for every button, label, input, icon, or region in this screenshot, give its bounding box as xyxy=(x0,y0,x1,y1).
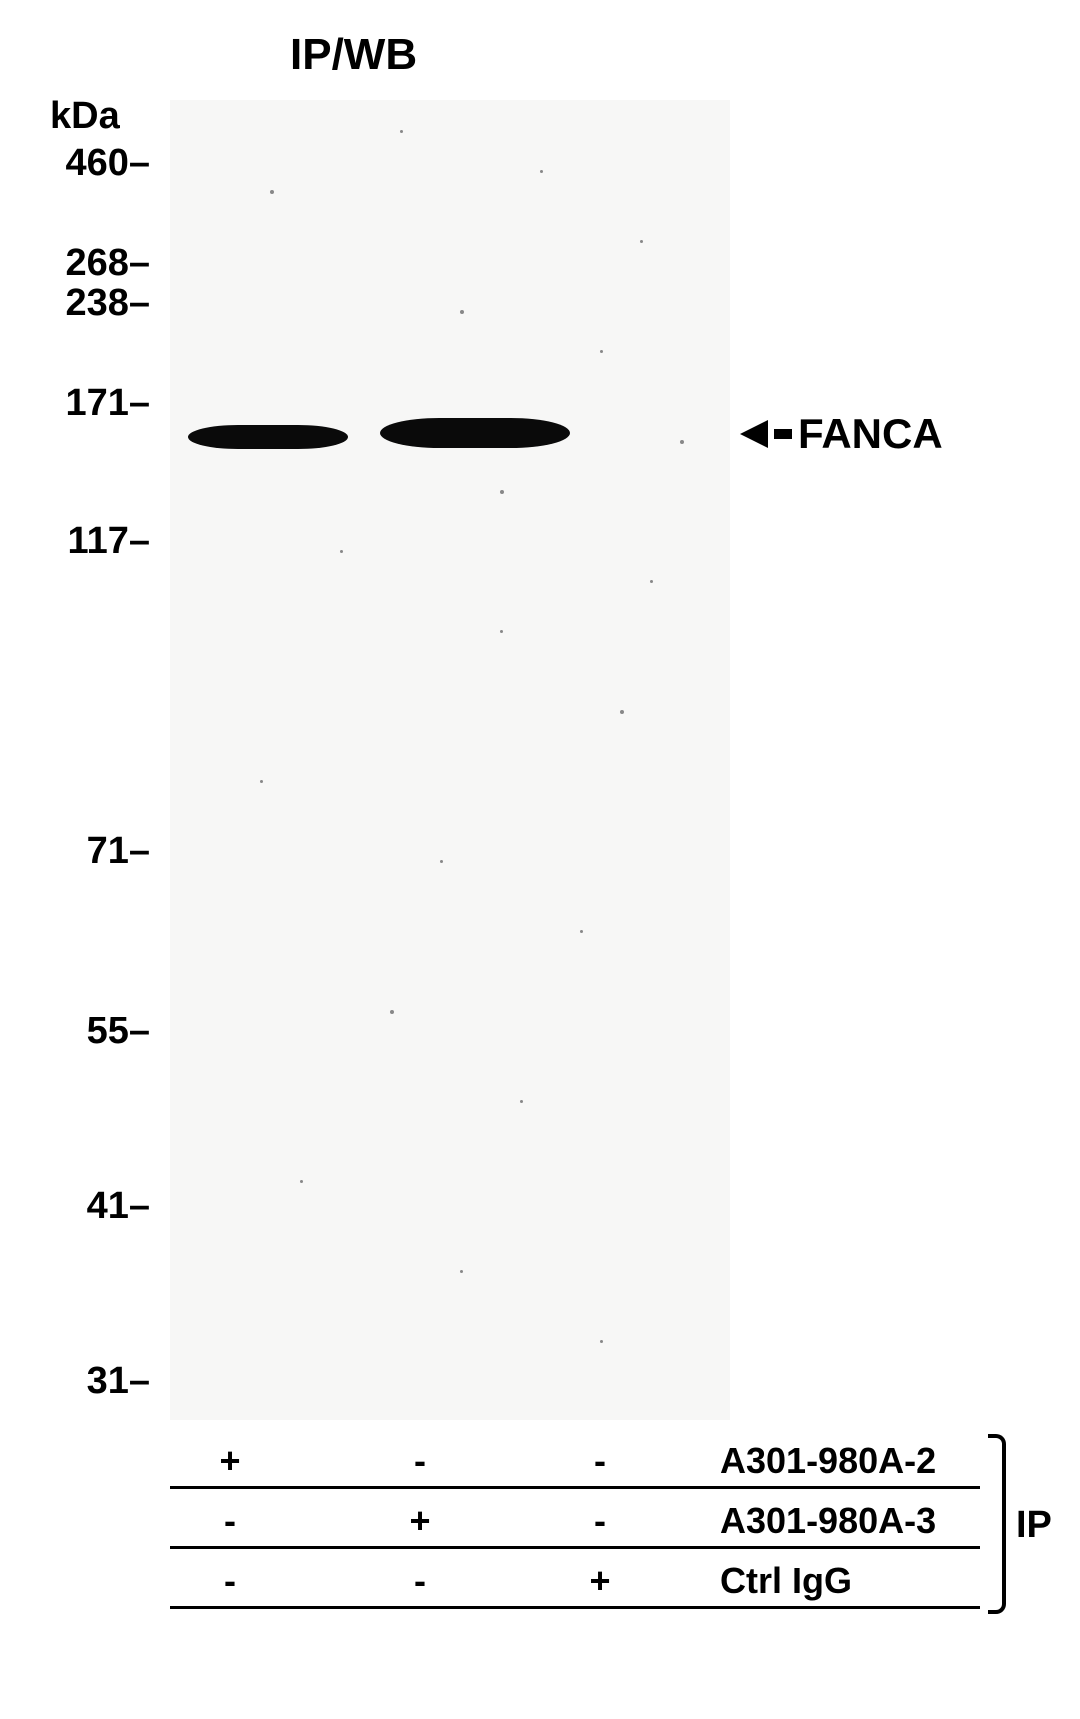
speck xyxy=(340,550,343,553)
speck xyxy=(390,1010,394,1014)
legend-antibody-name: A301-980A-2 xyxy=(720,1440,936,1482)
speck xyxy=(520,1100,523,1103)
speck xyxy=(680,440,684,444)
target-arrow-label: FANCA xyxy=(740,410,943,458)
legend-cell: + xyxy=(570,1560,630,1602)
mw-marker: 71– xyxy=(30,830,150,873)
speck xyxy=(650,580,653,583)
speck xyxy=(580,930,583,933)
mw-marker: 117– xyxy=(30,520,150,563)
lane-legend: +--A301-980A-2-+-A301-980A-3--+Ctrl IgG … xyxy=(40,1440,1040,1660)
mw-marker: 55– xyxy=(30,1010,150,1053)
speck xyxy=(500,490,504,494)
speck xyxy=(540,170,543,173)
mw-marker: 171– xyxy=(30,382,150,425)
speck xyxy=(300,1180,303,1183)
speck xyxy=(400,130,403,133)
figure-title: IP/WB xyxy=(290,30,417,80)
legend-cell: + xyxy=(390,1500,450,1542)
mw-marker: 460– xyxy=(30,142,150,185)
mw-marker: 238– xyxy=(30,282,150,325)
kda-unit-label: kDa xyxy=(50,95,120,138)
speck xyxy=(600,350,603,353)
mw-marker: 41– xyxy=(30,1185,150,1228)
speck xyxy=(460,1270,463,1273)
speck xyxy=(460,310,464,314)
mw-marker: 268– xyxy=(30,242,150,285)
speck xyxy=(500,630,503,633)
legend-cell: - xyxy=(390,1560,450,1602)
legend-row-divider xyxy=(170,1546,980,1549)
ip-group-label: IP xyxy=(1016,1504,1052,1547)
legend-cell: - xyxy=(200,1500,260,1542)
legend-cell: - xyxy=(200,1560,260,1602)
speck xyxy=(600,1340,603,1343)
arrow-stem xyxy=(774,429,792,439)
legend-row-divider xyxy=(170,1606,980,1609)
legend-row-divider xyxy=(170,1486,980,1489)
legend-antibody-name: Ctrl IgG xyxy=(720,1560,852,1602)
legend-antibody-name: A301-980A-3 xyxy=(720,1500,936,1542)
legend-cell: - xyxy=(570,1500,630,1542)
mw-marker: 31– xyxy=(30,1360,150,1403)
protein-band xyxy=(188,425,348,449)
speck xyxy=(640,240,643,243)
speck xyxy=(620,710,624,714)
target-protein-name: FANCA xyxy=(798,410,943,458)
western-blot-figure: IP/WB kDa 460–268–238–171–117–71–55–41–3… xyxy=(40,30,1040,1690)
speck xyxy=(260,780,263,783)
blot-membrane xyxy=(170,100,730,1420)
ip-brace xyxy=(988,1434,1006,1614)
legend-cell: + xyxy=(200,1440,260,1482)
speck xyxy=(270,190,274,194)
legend-cell: - xyxy=(570,1440,630,1482)
arrow-head-icon xyxy=(740,420,768,448)
legend-cell: - xyxy=(390,1440,450,1482)
protein-band xyxy=(380,418,570,448)
speck xyxy=(440,860,443,863)
